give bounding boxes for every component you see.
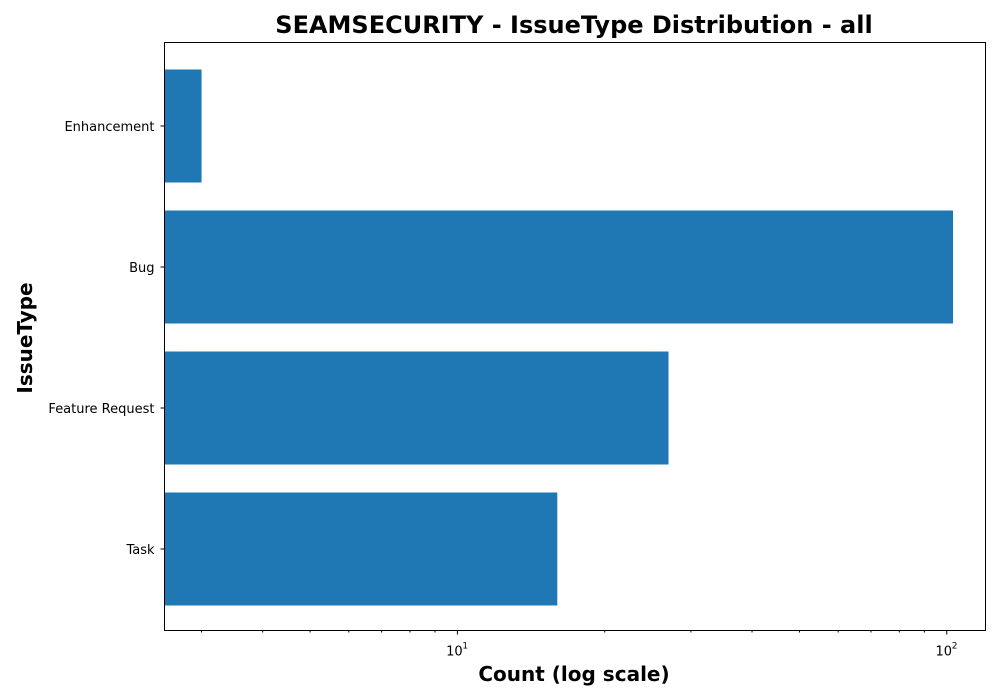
x-tick-exponent-2: 2 — [952, 642, 958, 652]
bar-bug — [164, 210, 954, 324]
bar-feature-request — [164, 351, 669, 465]
y-tick-label-bug: Bug — [129, 261, 154, 276]
plot-frame — [164, 42, 986, 631]
y-tick-label-enhancement: Enhancement — [64, 120, 154, 135]
chart-title: SEAMSECURITY - IssueType Distribution - … — [275, 11, 872, 39]
y-axis-label: IssueType — [13, 282, 37, 393]
x-tick-exponent-1: 1 — [462, 642, 468, 652]
x-tick-label-2: 10 — [935, 645, 952, 660]
bar-enhancement — [164, 69, 202, 183]
x-tick-label-1: 10 — [446, 645, 463, 660]
bar-task — [164, 492, 558, 606]
bars-layer — [164, 69, 954, 606]
x-axis-label: Count (log scale) — [478, 662, 669, 686]
y-tick-label-feature-request: Feature Request — [48, 402, 154, 417]
y-tick-label-task: Task — [125, 543, 155, 558]
